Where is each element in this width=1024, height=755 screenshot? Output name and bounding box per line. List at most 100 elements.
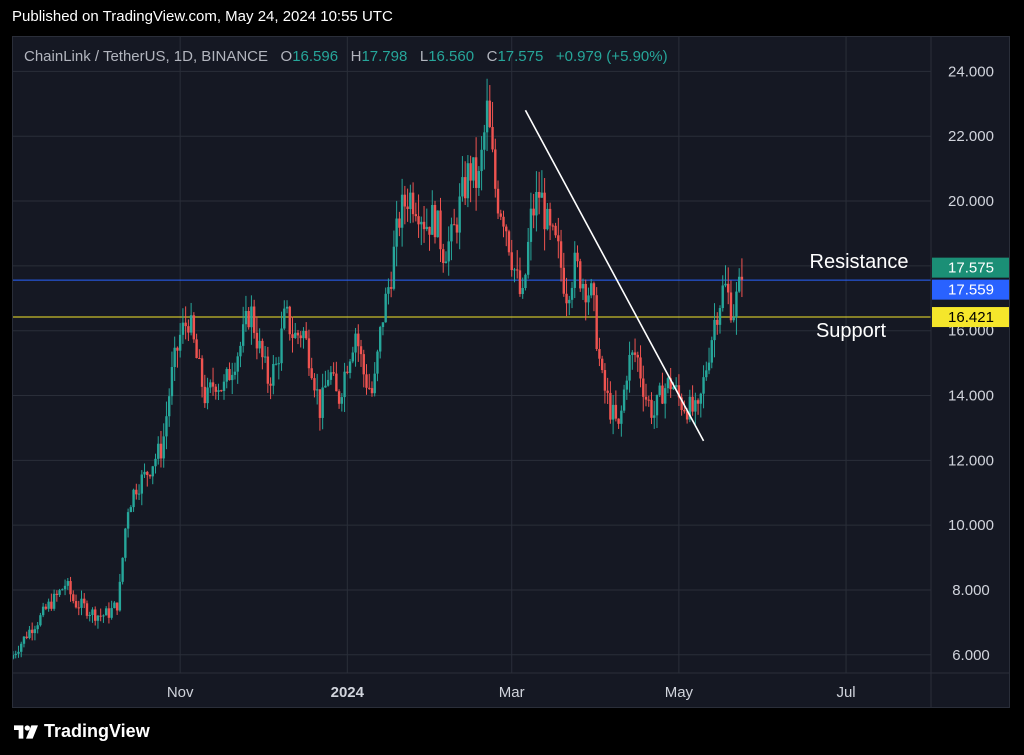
candle-body (162, 436, 165, 459)
candle-body (52, 593, 56, 609)
candle-body (354, 333, 357, 353)
candle-body (639, 357, 642, 379)
candle-body (357, 333, 360, 347)
candle-body (737, 276, 741, 292)
candle-body (491, 127, 494, 150)
candle-body (636, 354, 639, 358)
candle-body (285, 306, 289, 309)
candle-body (680, 397, 683, 410)
candle-body (387, 287, 390, 294)
candle-body (705, 370, 708, 378)
candle-body (573, 252, 576, 288)
candle-body (551, 225, 555, 227)
candle-body (614, 404, 618, 419)
candle-body (198, 358, 201, 360)
candle-body (472, 157, 475, 181)
candle-body (189, 315, 193, 333)
candle-body (674, 385, 678, 387)
candle-body (644, 396, 648, 400)
candle-body (326, 379, 330, 386)
candle-body (335, 373, 338, 392)
candle-body (187, 326, 190, 333)
candle-body (157, 443, 160, 459)
symbol-name: ChainLink / TetherUS, 1D, BINANCE (24, 48, 268, 65)
candle-body (241, 324, 245, 346)
candle-body (96, 615, 100, 621)
candle-body (683, 409, 686, 412)
candle-body (568, 299, 571, 304)
candle-body (359, 346, 363, 355)
candle-body (483, 132, 486, 150)
candle-body (118, 581, 122, 611)
candle-body (428, 226, 431, 235)
candle-body (72, 594, 75, 602)
trendline (524, 109, 705, 442)
candle-body (461, 177, 464, 197)
grid (13, 37, 931, 673)
candle-body (505, 226, 508, 232)
candle-body (444, 261, 448, 264)
candle-body (115, 602, 119, 611)
candle-body (631, 352, 634, 355)
candle-body (184, 322, 187, 327)
low-value: 16.560 (428, 48, 475, 65)
published-header: Published on TradingView.com, May 24, 20… (12, 8, 393, 25)
candle-body (91, 609, 94, 616)
candle-body (609, 392, 612, 420)
candle-body (718, 308, 722, 325)
candle-body (691, 396, 694, 412)
candle-body (409, 192, 412, 210)
candle-body (228, 368, 231, 381)
candle-body (146, 471, 149, 476)
candle-body (203, 386, 207, 404)
candle-body (195, 339, 198, 359)
candle-body (83, 598, 86, 604)
candle-body (25, 636, 28, 638)
candle-body (170, 367, 174, 397)
candle-body (368, 387, 371, 389)
candle-body (252, 306, 256, 333)
axes: 24.00022.00020.00018.00016.00014.00012.0… (13, 37, 1009, 707)
candle-body (61, 589, 64, 591)
close-label: C (486, 48, 498, 65)
candle-body (389, 287, 393, 289)
candle-body (474, 157, 478, 188)
tradingview-footer[interactable]: TradingView (14, 721, 150, 742)
candle-body (458, 196, 461, 233)
candle-body (329, 372, 333, 380)
candle-body (135, 489, 138, 495)
candle-body (121, 557, 124, 582)
annotations: Resistance Support (810, 251, 909, 342)
candle-body (239, 345, 242, 357)
candle-body (148, 475, 152, 477)
candle-body (277, 363, 281, 365)
candle-body (137, 493, 141, 495)
tradingview-logo-icon (14, 724, 38, 739)
candle-body (236, 356, 239, 372)
candle-body (622, 389, 626, 411)
x-tick-label: 2024 (331, 684, 365, 701)
x-tick-label: May (665, 684, 694, 701)
candle-body (603, 370, 607, 391)
resistance-price-tag: 17.559 (948, 282, 994, 299)
candle-body (58, 590, 61, 595)
candle-body (702, 377, 705, 394)
candle-body (411, 192, 415, 215)
candle-body (299, 335, 302, 339)
candle-body (688, 396, 692, 420)
candle-body (263, 356, 267, 358)
candle-body (94, 609, 97, 621)
candle-body (343, 371, 346, 398)
candle-body (351, 352, 354, 362)
change-value: +0.979 (+5.90%) (555, 48, 668, 65)
candle-body (735, 291, 738, 318)
candle-body (496, 188, 500, 214)
candle-body (557, 235, 560, 242)
candle-body (529, 208, 533, 242)
x-tick-label: Jul (836, 684, 855, 701)
candle-body (516, 269, 519, 271)
candle-body (507, 231, 511, 253)
y-tick-label: 10.000 (948, 517, 994, 534)
